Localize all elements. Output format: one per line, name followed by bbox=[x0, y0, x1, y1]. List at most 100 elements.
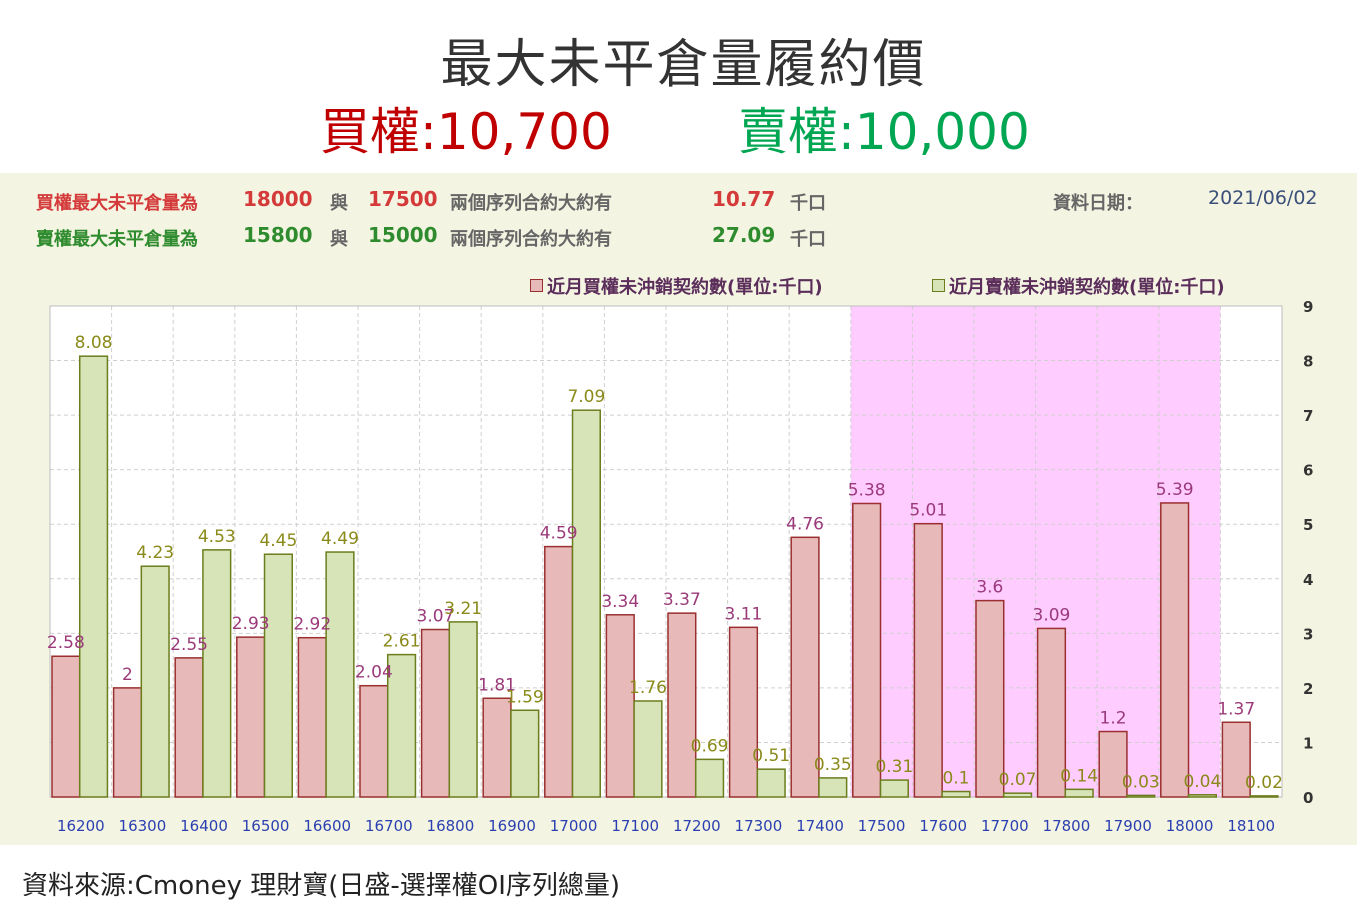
put-bar bbox=[448, 621, 478, 798]
put-bar bbox=[1249, 795, 1279, 798]
call-bar bbox=[112, 687, 143, 798]
put-bar bbox=[140, 565, 170, 798]
put-data-label: 0.14 bbox=[1060, 766, 1098, 786]
put-info-value: 27.09 bbox=[712, 223, 776, 247]
put-bar bbox=[633, 700, 663, 798]
call-info-strike2: 17500 bbox=[368, 187, 438, 211]
call-data-label: 5.39 bbox=[1156, 480, 1194, 500]
put-info-unit: 千口 bbox=[790, 229, 826, 250]
call-data-label: 3.34 bbox=[601, 592, 639, 612]
put-data-label: 0.69 bbox=[691, 736, 729, 756]
x-tick-label: 17500 bbox=[858, 817, 906, 835]
put-info-conj: 與 bbox=[330, 229, 348, 250]
legend-put-label: 近月賣權未沖銷契約數(單位:千口) bbox=[949, 277, 1225, 298]
put-data-label: 0.02 bbox=[1245, 773, 1283, 793]
call-bar bbox=[605, 614, 635, 798]
put-data-label: 0.35 bbox=[814, 755, 852, 775]
legend-put-swatch bbox=[932, 279, 945, 292]
x-tick-label: 16600 bbox=[303, 817, 351, 835]
call-data-label: 1.81 bbox=[478, 675, 516, 695]
y-tick-label: 3 bbox=[1303, 625, 1313, 643]
put-data-label: 4.53 bbox=[198, 527, 236, 547]
call-data-label: 2.93 bbox=[232, 614, 270, 634]
put-bar bbox=[78, 355, 109, 798]
put-bar bbox=[756, 768, 786, 798]
x-tick-label: 16300 bbox=[119, 817, 167, 835]
y-tick-label: 5 bbox=[1303, 516, 1313, 534]
put-data-label: 4.49 bbox=[321, 529, 359, 549]
x-tick-label: 17200 bbox=[673, 817, 721, 835]
put-data-label: 0.1 bbox=[942, 769, 969, 789]
call-bar bbox=[359, 684, 389, 798]
put-bar bbox=[1002, 792, 1033, 798]
call-info-desc: 兩個序列合約大約有 bbox=[450, 193, 612, 214]
call-bar bbox=[236, 636, 266, 798]
call-bar bbox=[790, 536, 820, 798]
plot-border bbox=[49, 305, 1283, 798]
x-tick-label: 16200 bbox=[57, 817, 105, 835]
call-bar bbox=[1098, 730, 1128, 798]
call-bar bbox=[544, 545, 574, 798]
source-note: 資料來源:Cmoney 理財寶(日盛-選擇權OI序列總量) bbox=[22, 871, 621, 901]
call-bar bbox=[482, 697, 512, 798]
x-tick-label: 17900 bbox=[1104, 817, 1152, 835]
put-bar bbox=[325, 551, 355, 798]
put-info-strike1: 15800 bbox=[243, 223, 313, 247]
put-bar bbox=[263, 553, 293, 798]
call-data-label: 3.07 bbox=[417, 607, 455, 627]
put-data-label: 1.76 bbox=[629, 678, 667, 698]
put-data-label: 0.04 bbox=[1183, 772, 1221, 792]
put-data-label: 0.07 bbox=[999, 770, 1037, 790]
x-tick-label: 17300 bbox=[735, 817, 783, 835]
call-data-label: 3.6 bbox=[976, 578, 1003, 598]
call-data-label: 3.11 bbox=[725, 604, 763, 624]
y-tick-label: 8 bbox=[1303, 353, 1313, 371]
y-tick-label: 1 bbox=[1303, 734, 1313, 752]
put-data-label: 4.23 bbox=[136, 543, 174, 563]
x-tick-label: 18000 bbox=[1166, 817, 1214, 835]
x-tick-label: 16500 bbox=[242, 817, 290, 835]
call-data-label: 3.09 bbox=[1033, 605, 1071, 625]
x-tick-label: 18100 bbox=[1227, 817, 1275, 835]
call-info-value: 10.77 bbox=[712, 187, 776, 211]
call-info-conj: 與 bbox=[330, 193, 348, 214]
y-tick-label: 7 bbox=[1303, 407, 1313, 425]
put-bar bbox=[386, 653, 417, 798]
call-bar bbox=[852, 502, 882, 798]
x-tick-label: 17000 bbox=[550, 817, 598, 835]
put-max-oi-label: 賣權:10,000 bbox=[738, 103, 1030, 161]
put-bar bbox=[818, 777, 848, 798]
put-data-label: 4.45 bbox=[259, 531, 297, 551]
put-info-strike2: 15000 bbox=[368, 223, 438, 247]
x-tick-label: 16400 bbox=[180, 817, 228, 835]
put-data-label: 0.51 bbox=[752, 746, 790, 766]
call-data-label: 5.38 bbox=[848, 480, 886, 500]
legend-call-swatch bbox=[530, 279, 543, 292]
call-data-label: 4.59 bbox=[540, 524, 578, 544]
put-bar bbox=[1187, 794, 1217, 798]
put-bar bbox=[571, 409, 601, 798]
call-bar bbox=[1160, 502, 1190, 798]
y-tick-label: 9 bbox=[1303, 298, 1313, 316]
call-bar bbox=[51, 655, 81, 798]
y-tick-label: 4 bbox=[1303, 571, 1313, 589]
put-data-label: 1.59 bbox=[506, 687, 544, 707]
call-max-oi-label: 買權:10,700 bbox=[320, 103, 612, 161]
call-bar bbox=[728, 626, 759, 798]
put-bar bbox=[879, 779, 909, 798]
call-info-unit: 千口 bbox=[790, 193, 826, 214]
put-bar bbox=[941, 790, 971, 798]
put-data-label: 2.61 bbox=[383, 632, 421, 652]
call-bar bbox=[913, 522, 943, 798]
put-data-label: 3.21 bbox=[444, 599, 482, 619]
x-tick-label: 17400 bbox=[796, 817, 844, 835]
x-tick-label: 16900 bbox=[488, 817, 536, 835]
call-data-label: 2.55 bbox=[170, 635, 208, 655]
put-bar bbox=[510, 709, 540, 798]
put-bar bbox=[202, 549, 232, 798]
put-data-label: 7.09 bbox=[567, 387, 605, 407]
date-value: 2021/06/02 bbox=[1208, 187, 1318, 209]
page-title: 最大未平倉量履約價 bbox=[440, 35, 927, 95]
call-bar bbox=[174, 657, 204, 798]
call-data-label: 2.58 bbox=[47, 633, 85, 653]
